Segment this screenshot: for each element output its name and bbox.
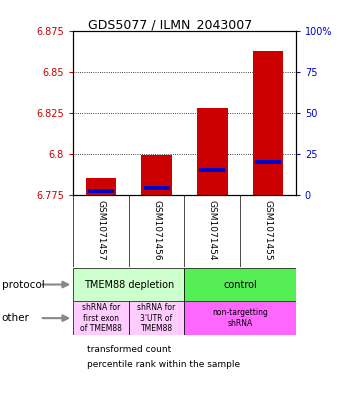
Bar (199, 168, 225, 172)
Bar (141, 155, 172, 195)
Bar (184, 268, 296, 301)
Bar (86, 178, 116, 195)
Text: transformed count: transformed count (87, 345, 171, 354)
Bar (73, 301, 129, 335)
Text: TMEM88 depletion: TMEM88 depletion (84, 279, 174, 290)
Text: other: other (2, 313, 30, 323)
Text: percentile rank within the sample: percentile rank within the sample (87, 360, 240, 369)
Bar (184, 301, 296, 335)
Bar (88, 189, 114, 193)
Text: protocol: protocol (2, 279, 45, 290)
Bar (255, 160, 281, 164)
Text: GSM1071456: GSM1071456 (152, 200, 161, 261)
Bar (197, 108, 227, 195)
Text: shRNA for
first exon
of TMEM88: shRNA for first exon of TMEM88 (80, 303, 122, 333)
Text: non-targetting
shRNA: non-targetting shRNA (212, 309, 268, 328)
Text: GSM1071455: GSM1071455 (264, 200, 272, 261)
Bar (73, 268, 184, 301)
Text: GSM1071454: GSM1071454 (208, 200, 217, 261)
Bar (253, 51, 283, 195)
Bar (129, 301, 185, 335)
Text: GDS5077 / ILMN_2043007: GDS5077 / ILMN_2043007 (88, 18, 252, 31)
Text: GSM1071457: GSM1071457 (97, 200, 105, 261)
Text: shRNA for
3'UTR of
TMEM88: shRNA for 3'UTR of TMEM88 (137, 303, 176, 333)
Text: control: control (223, 279, 257, 290)
Bar (143, 186, 170, 190)
